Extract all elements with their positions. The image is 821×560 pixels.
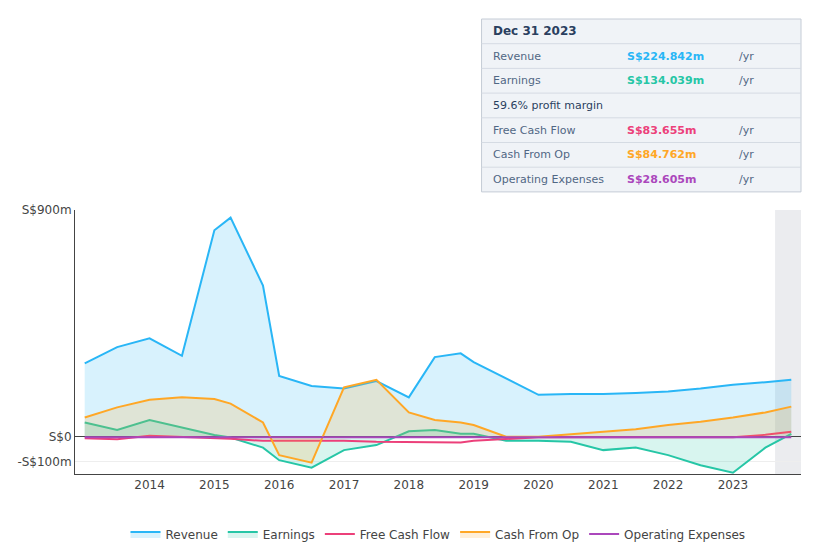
svg-text:Free Cash Flow: Free Cash Flow xyxy=(360,528,450,542)
svg-text:S$84.762m: S$84.762m xyxy=(627,148,697,161)
svg-text:/yr: /yr xyxy=(739,50,754,63)
svg-text:Cash From Op: Cash From Op xyxy=(495,528,579,542)
svg-text:/yr: /yr xyxy=(739,74,754,87)
svg-text:/yr: /yr xyxy=(739,173,754,186)
svg-text:59.6% profit margin: 59.6% profit margin xyxy=(493,99,603,112)
svg-text:S$224.842m: S$224.842m xyxy=(627,50,704,63)
svg-text:2022: 2022 xyxy=(653,478,684,492)
svg-text:Cash From Op: Cash From Op xyxy=(493,148,570,161)
svg-text:2023: 2023 xyxy=(718,478,749,492)
svg-text:S$900m: S$900m xyxy=(22,203,72,217)
svg-text:S$28.605m: S$28.605m xyxy=(627,173,697,186)
svg-text:2017: 2017 xyxy=(329,478,360,492)
svg-text:Operating Expenses: Operating Expenses xyxy=(624,528,745,542)
svg-text:2020: 2020 xyxy=(523,478,554,492)
svg-text:2015: 2015 xyxy=(199,478,230,492)
svg-text:Earnings: Earnings xyxy=(493,74,541,87)
svg-text:/yr: /yr xyxy=(739,124,754,137)
svg-text:2016: 2016 xyxy=(264,478,295,492)
svg-text:Free Cash Flow: Free Cash Flow xyxy=(493,124,576,137)
svg-text:2018: 2018 xyxy=(394,478,425,492)
svg-text:2021: 2021 xyxy=(588,478,619,492)
svg-text:Revenue: Revenue xyxy=(166,528,218,542)
svg-text:Earnings: Earnings xyxy=(263,528,315,542)
svg-text:S$0: S$0 xyxy=(49,430,72,444)
svg-text:Dec 31 2023: Dec 31 2023 xyxy=(493,24,577,38)
svg-text:Revenue: Revenue xyxy=(493,50,541,63)
svg-text:S$83.655m: S$83.655m xyxy=(627,124,697,137)
svg-text:2019: 2019 xyxy=(458,478,489,492)
svg-text:-S$100m: -S$100m xyxy=(17,455,71,469)
svg-text:S$134.039m: S$134.039m xyxy=(627,74,704,87)
svg-text:Operating Expenses: Operating Expenses xyxy=(493,173,604,186)
svg-text:2014: 2014 xyxy=(134,478,165,492)
svg-text:/yr: /yr xyxy=(739,148,754,161)
